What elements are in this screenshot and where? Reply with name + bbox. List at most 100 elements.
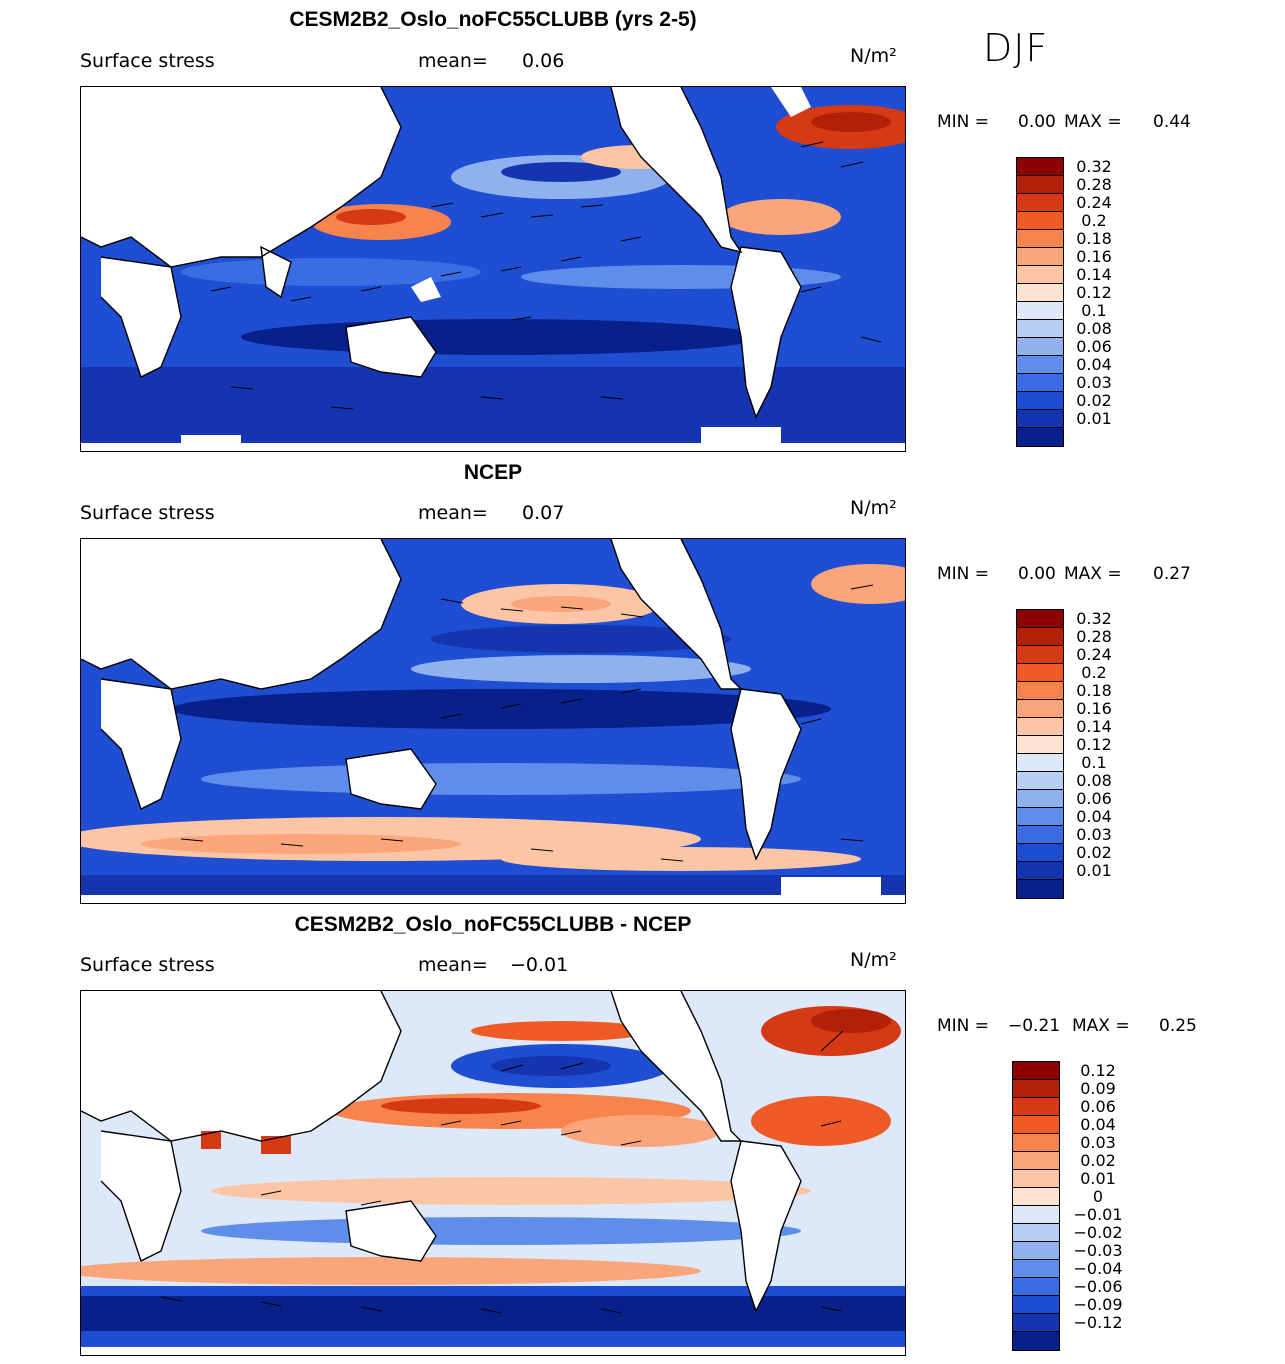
colorbar-tick-label: 0 [1092,1187,1104,1206]
colorbar-swatch [1017,862,1063,880]
colorbar-tick-label: 0.1 [1081,753,1107,772]
colorbar-tick-label: 0.04 [1080,1115,1116,1134]
colorbar-swatch [1013,1188,1059,1206]
colorbar-tick-label: 0.06 [1076,337,1112,356]
colorbar-tick-label: 0.02 [1080,1151,1116,1170]
colorbar-tick-label: 0.12 [1080,1061,1116,1080]
colorbar-swatch [1017,754,1063,772]
colorbar-swatch [1017,374,1063,392]
panel3-units: N/m² [850,949,897,971]
panel3-max-value: 0.25 [1159,1016,1197,1036]
panel2-mean-label: mean= [418,502,488,524]
colorbar-tick-label: 0.24 [1076,645,1112,664]
colorbar-swatch [1017,356,1063,374]
colorbar-swatch [1017,844,1063,862]
colorbar-tick-label: 0.16 [1076,699,1112,718]
colorbar-tick-label: 0.18 [1076,229,1112,248]
colorbar-tick-label: 0.03 [1076,373,1112,392]
colorbar-swatch [1017,880,1063,898]
colorbar-swatch [1017,302,1063,320]
colorbar-swatch [1017,428,1063,446]
panel1-colorbar [1016,157,1064,447]
panel3-mean-value: −0.01 [510,954,569,976]
panel2-title: NCEP [463,461,523,484]
panel3-variable-label: Surface stress [80,954,215,976]
colorbar-swatch [1013,1134,1059,1152]
panel1-max-value: 0.44 [1153,112,1191,132]
panel2-map-field [81,539,905,903]
colorbar-swatch [1013,1152,1059,1170]
season-label: DJF [983,26,1049,70]
colorbar-swatch [1017,230,1063,248]
panel1-mean-value: 0.06 [522,50,565,72]
colorbar-swatch [1017,628,1063,646]
colorbar-swatch [1017,176,1063,194]
colorbar-tick-label: −0.04 [1073,1259,1123,1278]
panel3-map [80,990,906,1356]
colorbar-tick-label: 0.14 [1076,717,1112,736]
colorbar-swatch [1017,700,1063,718]
colorbar-tick-label: 0.03 [1080,1133,1116,1152]
colorbar-tick-label: −0.12 [1073,1313,1123,1332]
colorbar-swatch [1017,826,1063,844]
colorbar-swatch [1013,1206,1059,1224]
panel3-min-label: MIN = [937,1016,990,1036]
colorbar-swatch [1017,808,1063,826]
colorbar-tick-label: −0.03 [1073,1241,1123,1260]
colorbar-swatch [1017,610,1063,628]
colorbar-swatch [1017,158,1063,176]
colorbar-tick-label: 0.01 [1076,409,1112,428]
colorbar-swatch [1013,1296,1059,1314]
colorbar-swatch [1017,646,1063,664]
colorbar-swatch [1013,1278,1059,1296]
colorbar-swatch [1017,284,1063,302]
colorbar-tick-label: 0.04 [1076,807,1112,826]
colorbar-swatch [1017,320,1063,338]
colorbar-swatch [1013,1242,1059,1260]
panel3-colorbar [1012,1061,1060,1351]
colorbar-swatch [1013,1080,1059,1098]
colorbar-swatch [1013,1332,1059,1350]
panel2-max-label: MAX = [1064,564,1122,584]
colorbar-swatch [1017,194,1063,212]
colorbar-swatch [1017,736,1063,754]
panel1-min-label: MIN = [937,112,990,132]
colorbar-swatch [1013,1116,1059,1134]
panel2-variable-label: Surface stress [80,502,215,524]
colorbar-tick-label: 0.18 [1076,681,1112,700]
panel3-wind-vectors [160,1030,844,1314]
colorbar-tick-label: 0.02 [1076,843,1112,862]
panel1-max-label: MAX = [1064,112,1122,132]
colorbar-swatch [1013,1062,1059,1080]
panel2-map [80,538,906,904]
panel3-mean-label: mean= [418,954,488,976]
panel1-wind-vectors [210,141,882,410]
colorbar-tick-label: 0.28 [1076,627,1112,646]
colorbar-tick-label: 0.28 [1076,175,1112,194]
colorbar-tick-label: 0.12 [1076,283,1112,302]
colorbar-tick-label: 0.08 [1076,319,1112,338]
colorbar-tick-label: −0.02 [1073,1223,1123,1242]
panel3-title: CESM2B2_Oslo_noFC55CLUBB - NCEP [294,913,692,936]
colorbar-tick-label: −0.06 [1073,1277,1123,1296]
panel3-map-field [81,991,905,1355]
colorbar-tick-label: 0.2 [1081,663,1107,682]
panel1-mean-label: mean= [418,50,488,72]
colorbar-tick-label: 0.1 [1081,301,1107,320]
colorbar-tick-label: 0.32 [1076,609,1112,628]
colorbar-swatch [1013,1314,1059,1332]
colorbar-tick-label: 0.12 [1076,735,1112,754]
colorbar-tick-label: −0.01 [1073,1205,1123,1224]
colorbar-swatch [1017,682,1063,700]
colorbar-swatch [1017,266,1063,284]
colorbar-swatch [1017,664,1063,682]
colorbar-tick-label: 0.08 [1076,771,1112,790]
panel1-min-value: 0.00 [1018,112,1056,132]
colorbar-tick-label: 0.06 [1080,1097,1116,1116]
colorbar-swatch [1013,1098,1059,1116]
colorbar-tick-label: −0.09 [1073,1295,1123,1314]
panel2-units: N/m² [850,497,897,519]
colorbar-tick-label: 0.02 [1076,391,1112,410]
panel1-map-field [81,87,905,451]
panel1-units: N/m² [850,45,897,67]
